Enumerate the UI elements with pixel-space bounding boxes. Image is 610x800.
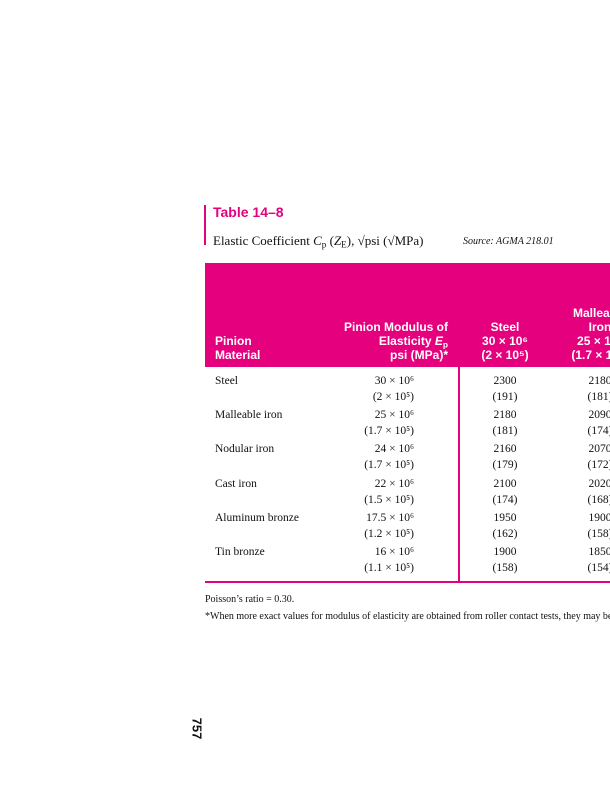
header-text: Elasticity Ep <box>379 335 448 349</box>
malleable-value: 2180 <box>588 375 610 387</box>
source: Source: AGMA 218.01 <box>463 236 554 247</box>
malleable-value: 1900 <box>588 512 610 524</box>
text-piece: E <box>434 334 443 348</box>
text-piece: Z <box>333 233 342 248</box>
header-text: Pinion <box>215 334 252 348</box>
column-divider <box>458 367 460 582</box>
malleable-value: (158) <box>587 528 610 540</box>
caption: Elastic Coefficient Cp (ZE), √psi (√MPa) <box>213 234 423 250</box>
header-band <box>205 263 610 367</box>
modulus-value: 25 × 10⁶ <box>374 409 414 421</box>
text-piece: p <box>321 239 327 250</box>
modulus-value: (1.1 × 10⁵) <box>364 562 414 574</box>
steel-value: (191) <box>492 391 518 403</box>
steel-value: 2100 <box>493 478 517 490</box>
modulus-value: 24 × 10⁶ <box>374 443 414 455</box>
malleable-value: 2070 <box>588 443 610 455</box>
modulus-value: (1.5 × 10⁵) <box>364 494 414 506</box>
material: Aluminum bronze <box>215 512 299 524</box>
malleable-value: 2090 <box>588 409 610 421</box>
header-text: (2 × 10⁵) <box>481 348 529 362</box>
steel-value: (162) <box>492 528 518 540</box>
title-bar <box>204 205 206 245</box>
steel-value: 1900 <box>493 546 517 558</box>
modulus-value: (1.7 × 10⁵) <box>364 459 414 471</box>
header-text: (1.7 × 10⁵) <box>571 348 610 362</box>
header-text: Steel <box>490 320 520 334</box>
modulus-value: 16 × 10⁶ <box>374 546 414 558</box>
modulus-value: (1.7 × 10⁵) <box>364 425 414 437</box>
modulus-value: 30 × 10⁶ <box>374 375 414 387</box>
header-text: Iron <box>588 320 610 334</box>
steel-value: (158) <box>492 562 518 574</box>
header-text: 30 × 10⁶ <box>482 334 528 348</box>
steel-value: 1950 <box>493 512 517 524</box>
steel-value: (174) <box>492 494 518 506</box>
footnote: Poisson’s ratio = 0.30. <box>205 594 295 605</box>
malleable-value: 1850 <box>588 546 610 558</box>
text-piece: ( <box>326 233 334 248</box>
header-text: Malleable <box>572 306 610 320</box>
modulus-value: (2 × 10⁵) <box>372 391 414 403</box>
modulus-value: 17.5 × 10⁶ <box>366 512 414 524</box>
material: Tin bronze <box>215 546 265 558</box>
text-piece: p <box>442 339 448 350</box>
header-text: 25 × 10⁶ <box>577 334 610 348</box>
text-piece: psi (MPa)* <box>389 348 448 362</box>
material: Steel <box>215 375 238 387</box>
text-piece: E <box>341 239 347 250</box>
steel-value: (179) <box>492 459 518 471</box>
malleable-value: (154) <box>587 562 610 574</box>
header-text: psi (MPa)* <box>390 349 448 361</box>
page-number: 757 <box>189 717 205 740</box>
material: Cast iron <box>215 478 257 490</box>
header-text: Pinion Modulus of <box>344 321 448 333</box>
malleable-value: (168) <box>587 494 610 506</box>
header-text: Material <box>215 348 261 362</box>
material: Malleable iron <box>215 409 283 421</box>
text-piece: ), √psi (√MPa) <box>346 233 424 248</box>
malleable-value: (174) <box>587 425 610 437</box>
material: Nodular iron <box>215 443 275 455</box>
text-piece: C <box>313 233 322 248</box>
table-label: Table 14–8 <box>213 204 284 220</box>
malleable-value: 2020 <box>588 478 610 490</box>
steel-value: 2180 <box>493 409 517 421</box>
steel-value: (181) <box>492 425 518 437</box>
steel-value: 2300 <box>493 375 517 387</box>
text-piece: Elasticity <box>378 334 435 348</box>
text-piece: Elastic Coefficient <box>213 233 314 248</box>
modulus-value: (1.2 × 10⁵) <box>364 528 414 540</box>
modulus-value: 22 × 10⁶ <box>374 478 414 490</box>
text-piece: Pinion Modulus of <box>344 320 448 334</box>
bottom-rule <box>205 581 610 583</box>
footnote: *When more exact values for modulus of e… <box>205 611 610 622</box>
steel-value: 2160 <box>493 443 517 455</box>
malleable-value: (181) <box>587 391 610 403</box>
malleable-value: (172) <box>587 459 610 471</box>
